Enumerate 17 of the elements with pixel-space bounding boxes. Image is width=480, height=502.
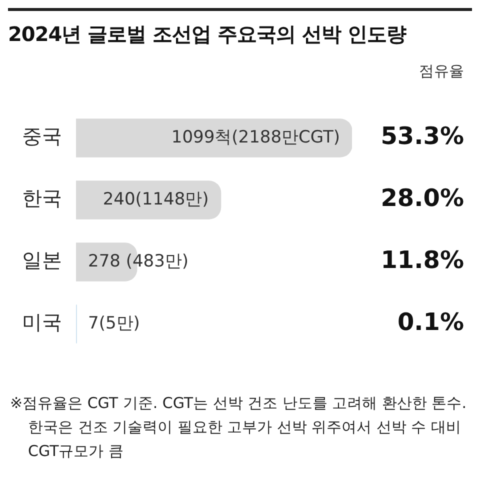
- bar: [76, 118, 352, 158]
- text: ※점유율은 CGT 기준. CGT는 선박 건조 난도를 고려해 환산한 톤수. 한국은 건조 기술력이 필요한 고부가 선박 위주여서 선박 수 대비 CGT규모가 큼: [9, 393, 468, 462]
- text: 11.8%: [380, 246, 464, 274]
- text: 0.1%: [397, 308, 464, 336]
- data-label: 7(5만): [88, 313, 140, 334]
- data-label: 278 (483만): [88, 251, 189, 272]
- y-tick-label: 중국: [22, 124, 62, 148]
- bar: [76, 180, 222, 220]
- text: 점유율: [418, 62, 465, 81]
- y-tick-label: 일본: [22, 248, 62, 272]
- y-tick-label: 미국: [22, 310, 62, 334]
- text: 53.3%: [380, 122, 464, 150]
- text: 28.0%: [380, 184, 464, 212]
- data-label: 240(1148만): [102, 189, 209, 210]
- chart-title: 2024년 글로벌 조선업 주요국의 선박 인도량: [8, 8, 472, 48]
- y-tick-label: 한국: [22, 186, 62, 210]
- data-label: 1099척(2188만CGT): [171, 127, 340, 148]
